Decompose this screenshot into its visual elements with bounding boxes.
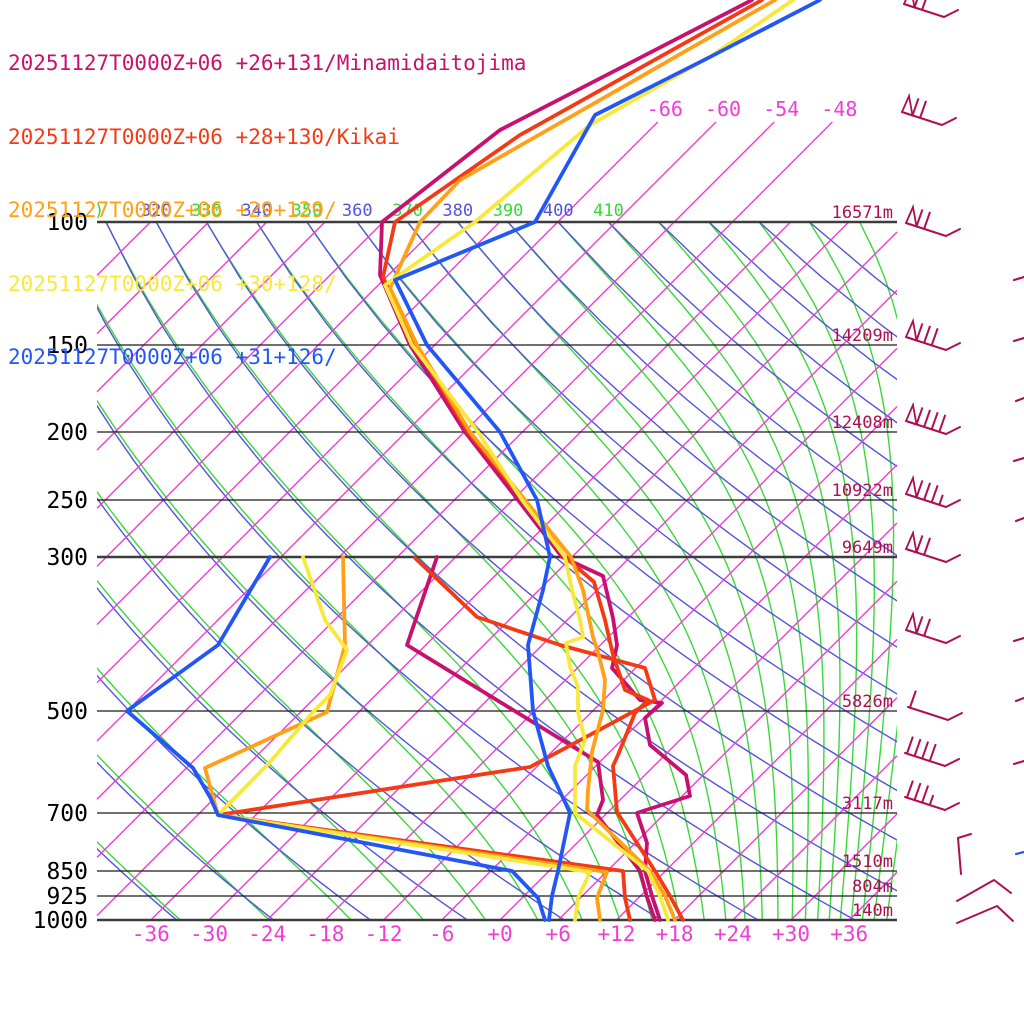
pressure-levels: 100 16571m 150 14209m 200 12408m 250 10922m 300 9… <box>33 203 897 934</box>
temp-label-bottom--18: -18 <box>306 922 344 946</box>
wind-barb-icon <box>956 905 1014 924</box>
temp-label-bottom-0: +0 <box>487 922 512 946</box>
pressure-label-850: 850 <box>46 859 88 885</box>
adiabat-label-400: 400 <box>543 201 574 221</box>
temp-label-bottom-30: +30 <box>772 922 810 946</box>
clipped-wind-barb-tick <box>1014 696 1024 703</box>
adiabat-label-410: 410 <box>593 201 624 221</box>
temp-label-bottom--6: -6 <box>429 922 454 946</box>
wind-barbs <box>900 0 1024 924</box>
clipped-wind-barb-tick <box>1014 516 1024 523</box>
adiabat-label-380: 380 <box>442 201 473 221</box>
clipped-wind-barb-tick <box>1014 850 1024 856</box>
pressure-label-150: 150 <box>46 333 88 359</box>
pressure-label-1000: 1000 <box>33 908 88 934</box>
height-label-500: 5826m <box>842 692 893 712</box>
clipped-wind-barb-tick <box>1012 456 1024 463</box>
temp-label-bottom--12: -12 <box>365 922 403 946</box>
legend-entry-30n128e: 20251127T0000Z+06 +30+128/ <box>8 271 337 296</box>
height-label-700: 3117m <box>842 794 893 814</box>
wind-barb-icon <box>902 0 959 18</box>
clipped-wind-barb-tick <box>1012 275 1024 282</box>
temp-label-top--60: -60 <box>705 97 741 121</box>
adiabat-label-360: 360 <box>342 201 373 221</box>
wind-barb-icon <box>957 837 962 875</box>
temperature-trace-30N128E <box>383 0 795 922</box>
temp-label-bottom-36: +36 <box>830 922 868 946</box>
pressure-label-925: 925 <box>46 884 88 910</box>
legend-entry-minamidaitojima: 20251127T0000Z+06 +26+131/Minamidaitojim… <box>8 51 527 75</box>
temp-label-bottom--24: -24 <box>248 922 286 946</box>
wind-barb-icon <box>904 401 961 435</box>
temperature-trace-29N129E <box>388 0 777 922</box>
wind-barb-icon <box>957 833 972 839</box>
sounding-legend: 20251127T0000Z+06 +26+131/Minamidaitojim… <box>8 2 526 419</box>
wind-barb-icon <box>904 529 961 563</box>
adiabat-label-320: 320 <box>141 201 172 221</box>
height-label-250: 10922m <box>832 481 893 501</box>
clipped-wind-barb-tick <box>1012 336 1024 343</box>
temp-label-bottom-6: +6 <box>546 922 571 946</box>
legend-entry-29n129e: 20251127T0000Z+06 +29+129/ <box>8 198 337 222</box>
temp-label-top--48: -48 <box>821 97 857 121</box>
temp-label-bottom-24: +24 <box>714 922 752 946</box>
height-label-925: 804m <box>852 877 893 897</box>
wind-barb-icon <box>907 690 963 721</box>
legend-entry-31n126e: 20251127T0000Z+06 +31+126/ <box>8 345 337 369</box>
pressure-label-700: 700 <box>46 801 88 827</box>
wind-barb-icon <box>904 780 960 811</box>
temp-label-bottom-18: +18 <box>656 922 694 946</box>
dewpoint-trace-31N126E <box>125 555 547 922</box>
clipped-wind-barb-tick <box>1014 396 1024 403</box>
adiabat-label-340: 340 <box>241 201 272 221</box>
height-label-200: 12408m <box>832 413 893 433</box>
adiabat-label-partial: ) <box>94 201 104 221</box>
wind-barb-icon <box>956 879 1012 902</box>
temp-label-bottom--30: -30 <box>190 922 228 946</box>
wind-barb-icon <box>904 474 961 508</box>
dewpoint-trace-Kikai <box>216 556 657 922</box>
temp-label-top--66: -66 <box>647 97 683 121</box>
wind-barb-icon <box>904 317 961 351</box>
wind-barb-icon <box>900 92 957 126</box>
height-label-1000: 140m <box>852 901 893 921</box>
temp-label-bottom-12: +12 <box>597 922 635 946</box>
dewpoint-trace-Minamidaitojima <box>405 555 657 922</box>
height-label-850: 1510m <box>842 852 893 872</box>
temperature-axis-labels: -36 -30 -24 -18 -12 -6 +0 +6 +12 +18 +24 +30 +36-66-… <box>132 97 868 946</box>
height-label-150: 14209m <box>832 326 893 346</box>
adiabat-label-330: 330 <box>191 201 222 221</box>
wind-barb-icon <box>904 736 960 767</box>
pressure-label-300: 300 <box>46 545 88 571</box>
wind-barb-icon <box>904 610 961 644</box>
pressure-label-250: 250 <box>46 488 88 514</box>
pressure-label-100: 100 <box>46 210 88 236</box>
temp-label-top--54: -54 <box>763 97 799 121</box>
wind-barb-icon <box>904 203 961 237</box>
adiabat-label-350: 350 <box>292 201 323 221</box>
height-label-100: 16571m <box>832 203 893 223</box>
sounding-curves <box>125 0 822 922</box>
legend-entry-kikai: 20251127T0000Z+06 +28+130/Kikai <box>8 124 400 149</box>
dewpoint-trace-29N129E <box>203 555 609 922</box>
clipped-wind-barb-tick <box>1012 636 1024 643</box>
adiabat-labels: 320 330 340 350 360 370 380 390 400 410) <box>94 201 624 221</box>
clipped-wind-barb-tick <box>1012 759 1024 766</box>
temperature-trace-31N126E <box>393 0 822 922</box>
height-label-300: 9649m <box>842 538 893 558</box>
pressure-label-200: 200 <box>46 420 88 446</box>
pressure-label-500: 500 <box>46 699 88 725</box>
temp-label-bottom--36: -36 <box>132 922 170 946</box>
dewpoint-trace-30N128E <box>216 555 592 922</box>
adiabat-label-390: 390 <box>493 201 524 221</box>
